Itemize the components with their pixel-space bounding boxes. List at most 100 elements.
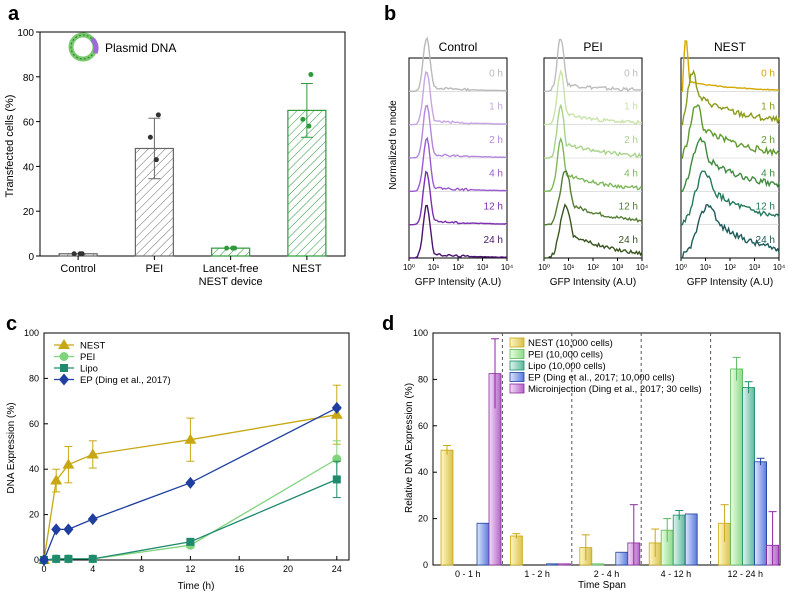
panel-b-xlabel: GFP Intensity (A.U) [687, 277, 774, 288]
panel-b-xtick-label: 10² [587, 263, 599, 272]
panel-letter-a: a [8, 3, 20, 25]
panel-b-histogram-trace [409, 204, 508, 259]
panel-d-frame [432, 332, 781, 566]
panel-b-xtick-label: 10³ [477, 263, 489, 272]
panel-b-time-label: 24 h [756, 235, 775, 246]
panel-a-point [300, 116, 306, 122]
panel-b-ylabel: Normalized to mode [388, 100, 399, 190]
panel-b-histogram-trace [544, 136, 643, 192]
panel-c-frame [43, 332, 350, 561]
panel-d-bar [730, 368, 743, 566]
panel-a-point [71, 251, 77, 257]
panel-c-ytick-label: 80 [29, 373, 39, 383]
panel-a-ytick-label: 80 [23, 73, 35, 84]
panel-b-histogram-trace [409, 170, 508, 226]
panel-b-time-label: 12 h [619, 202, 638, 213]
panel-c-marker [87, 513, 98, 526]
panel-d-ytick-label: 60 [418, 421, 428, 431]
panel-c-marker [59, 373, 69, 386]
panel-c-marker [62, 458, 75, 469]
panel-d-bar [476, 522, 490, 566]
panel-d-legend-swatch [509, 383, 525, 394]
panel-a-point [147, 134, 153, 140]
panel-b-time-label: 12 h [756, 202, 775, 213]
panel-b-xtick-label: 10² [452, 263, 464, 272]
panel-b-histogram-trace [681, 203, 780, 259]
panel-c-legend-label: Lipo [80, 364, 98, 375]
panel-d-category-label: 0 - 1 h [455, 569, 481, 579]
panel-b-xtick-label: 10⁰ [538, 263, 550, 272]
panel-d-ytick-label: 100 [413, 328, 428, 338]
panel-b-xtick-label: 10¹ [428, 263, 440, 272]
panel-b-histogram-trace [681, 40, 780, 92]
panel-c-marker [332, 475, 341, 484]
panel-c-legend-label: EP (Ding et al., 2017) [80, 375, 171, 386]
panel-a-ytick-label: 0 [28, 252, 34, 263]
panel-d-legend-label: NEST (10,000 cells) [528, 338, 613, 349]
panel-a-point [224, 245, 230, 251]
panel-b-time-label: 2 h [489, 135, 503, 146]
panel-b-histogram-trace [681, 69, 780, 126]
panel-b-time-label: 4 h [624, 168, 638, 179]
panel-c-ytick-label: 0 [34, 555, 39, 565]
panel-d-legend-swatch [509, 372, 525, 382]
panel-b-time-label: 1 h [624, 102, 638, 113]
panel-b-xtick-label: 10⁴ [636, 263, 649, 272]
panel-letter-d: d [382, 313, 394, 335]
panel-b-xtick-label: 10¹ [700, 263, 712, 272]
panel-a-point [306, 123, 312, 129]
panel-c-xtick-label: 8 [139, 564, 144, 574]
panel-d-bar [591, 563, 605, 566]
panel-a-category-label: PEI [146, 263, 164, 275]
panel-b-histogram-trace [544, 170, 643, 226]
panel-c-marker [184, 433, 197, 444]
panel-d-legend-label: Microinjection (Ding et al., 2017; 30 ce… [528, 384, 702, 395]
panel-b-histogram-trace [409, 104, 508, 159]
panel-c-marker [59, 352, 69, 361]
panel-a-frame [39, 31, 346, 257]
panel-c-xtick-label: 16 [234, 564, 244, 574]
panel-d-ytick-label: 80 [418, 374, 428, 384]
panel-c-legend-label: PEI [80, 352, 95, 363]
panel-b-xlabel: GFP Intensity (A.U) [550, 277, 637, 288]
panel-c-marker [331, 401, 342, 414]
panel-b-xtick-label: 10⁰ [403, 263, 415, 272]
panel-c-xlabel: Time (h) [178, 581, 215, 592]
panel-c-ytick-label: 60 [29, 419, 39, 429]
panel-b-xtick-label: 10² [724, 263, 736, 272]
panel-c-marker [52, 554, 61, 563]
panel-b-histogram-trace [544, 68, 643, 126]
panel-b-histogram-trace [409, 136, 507, 192]
panel-b-xlabel: GFP Intensity (A.U) [415, 277, 502, 288]
plasmid-icon [68, 32, 99, 62]
panel-c-ylabel: DNA Expression (%) [6, 402, 17, 493]
panel-c-xtick-label: 0 [41, 564, 46, 574]
panel-b-xtick-label: 10⁴ [501, 263, 514, 272]
panel-d-bar [509, 535, 523, 566]
panel-d-grouped-bar-chart: Relative DNA Expression (%) Time Span 0 2… [404, 328, 781, 591]
panel-c-xtick-label: 12 [185, 564, 195, 574]
panel-b-xtick-label: 10³ [749, 263, 761, 272]
panel-c-series-line [43, 407, 338, 561]
panel-c-marker [39, 554, 49, 566]
panel-b-histogram-trace [681, 170, 780, 226]
panel-d-ytick-label: 20 [418, 514, 428, 524]
panel-d-legend-swatch [509, 349, 525, 359]
panel-b-time-label: 24 h [484, 235, 503, 246]
panel-d-ytick-label: 40 [418, 467, 428, 477]
panel-c-series-line [43, 414, 337, 561]
panel-letter-c: c [6, 313, 17, 335]
panel-c-xtick-label: 4 [90, 564, 95, 574]
panel-d-legend-label: PEI (10,000 cells) [528, 350, 603, 361]
panel-a-ytick-label: 60 [23, 118, 35, 129]
panel-b-time-label: 4 h [489, 168, 503, 179]
panel-a-point [77, 251, 83, 257]
panel-d-bar [672, 514, 686, 566]
panel-d-bar [546, 563, 559, 566]
panel-c-ytick-label: 20 [29, 510, 39, 520]
panel-b-histograms: Normalized to mode Control 10⁰ 10¹ 10² 10³ 10… [388, 36, 786, 288]
panel-c-marker [186, 537, 195, 546]
panel-c-marker [63, 523, 74, 536]
panel-d-bar [754, 461, 767, 566]
